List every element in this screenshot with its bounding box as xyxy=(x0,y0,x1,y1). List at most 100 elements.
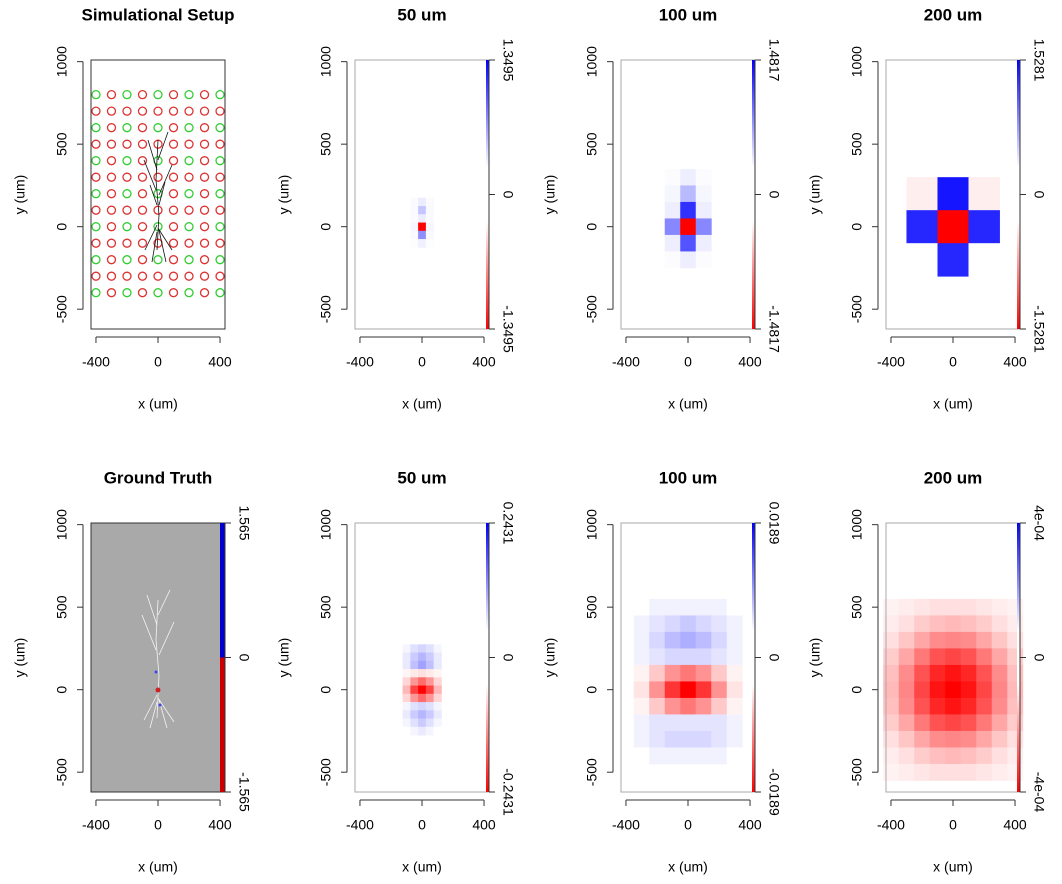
electrode xyxy=(184,222,194,232)
x-axis-label: x (um) xyxy=(138,859,178,875)
y-axis-label: y (um) xyxy=(12,175,28,215)
heat-cell xyxy=(425,702,435,711)
electrode xyxy=(122,139,132,149)
heat-cell xyxy=(649,648,666,666)
heat-cell xyxy=(898,747,915,765)
x-tick-label: 0 xyxy=(684,817,692,833)
x-tick-label: 400 xyxy=(738,817,762,833)
heat-cell xyxy=(945,714,962,732)
y-tick-label: -500 xyxy=(54,758,70,786)
y-tick-label: 1000 xyxy=(849,46,865,77)
heat-cell xyxy=(633,747,650,765)
heat-cell xyxy=(680,251,697,269)
electrode xyxy=(122,172,132,182)
heat-cell xyxy=(649,631,666,649)
y-tick-label: 500 xyxy=(318,132,334,156)
heat-cell xyxy=(960,615,977,633)
heat-cell xyxy=(402,644,411,653)
heat-cell xyxy=(649,664,666,682)
heat-cell xyxy=(633,648,650,666)
panel-title: 50 um xyxy=(397,468,446,487)
electrode xyxy=(168,238,179,248)
electrode xyxy=(137,172,148,182)
heat-cell xyxy=(664,664,681,682)
y-axis-label: y (um) xyxy=(542,638,558,678)
heat-cell xyxy=(991,648,1008,666)
heat-cell xyxy=(402,677,411,686)
heat-cell xyxy=(929,664,946,682)
y-tick-label: 1000 xyxy=(584,46,600,77)
heat-cell xyxy=(433,677,442,686)
electrode xyxy=(215,90,225,100)
heat-cell xyxy=(883,747,900,765)
heat-cell xyxy=(711,697,728,715)
electrode xyxy=(184,172,194,182)
y-axis-label: y (um) xyxy=(807,638,823,678)
electrode xyxy=(153,255,163,265)
heat-cell xyxy=(410,685,419,695)
heat-cell xyxy=(991,631,1008,649)
electrode xyxy=(168,123,179,133)
x-tick-label: -400 xyxy=(82,817,110,833)
electrode xyxy=(106,123,117,133)
panel-title: Simulational Setup xyxy=(81,5,234,24)
heat-cell xyxy=(929,631,946,649)
colorbar-tick-label: 1.565 xyxy=(236,505,252,540)
heat-cell xyxy=(680,730,697,748)
electrode xyxy=(153,288,163,298)
plot-frame xyxy=(354,59,490,330)
heat-cell xyxy=(410,718,419,728)
heat-cell xyxy=(418,726,427,736)
electrode xyxy=(106,90,117,100)
heat-cell xyxy=(929,714,946,732)
heat-cell xyxy=(425,677,435,686)
heat-cell xyxy=(726,730,743,748)
heat-cell xyxy=(664,714,681,732)
heat-cell xyxy=(425,214,435,223)
heat-cell xyxy=(968,177,1000,211)
y-tick-label: -500 xyxy=(584,758,600,786)
heat-cell xyxy=(711,648,728,666)
colorbar xyxy=(486,523,489,792)
heat-cell xyxy=(680,747,697,765)
x-tick-label: 0 xyxy=(949,817,957,833)
heat-cell xyxy=(960,697,977,715)
electrode xyxy=(168,255,179,265)
heat-cell xyxy=(726,631,743,649)
heat-cell xyxy=(433,726,442,736)
heat-cell xyxy=(945,648,962,666)
heat-cell xyxy=(425,685,435,695)
heat-cell xyxy=(726,615,743,633)
colorbar-tick-label: -1.565 xyxy=(236,772,252,812)
heat-cell xyxy=(680,201,697,219)
heat-cell xyxy=(929,598,946,616)
heat-cell xyxy=(711,615,728,633)
heat-cell xyxy=(711,714,728,732)
heat-cell xyxy=(680,648,697,666)
heat-cell xyxy=(898,615,915,633)
heat-cell xyxy=(664,185,681,203)
electrode xyxy=(199,90,210,100)
electrode xyxy=(199,106,210,116)
heat-cell xyxy=(425,197,435,207)
heat-cell xyxy=(402,718,411,728)
colorbar-tick-label: -4e-04 xyxy=(1031,772,1047,813)
electrode xyxy=(168,156,179,166)
x-tick-label: 0 xyxy=(154,354,162,370)
heat-cell xyxy=(425,206,435,215)
heat-cell xyxy=(914,714,931,732)
heat-cell xyxy=(425,693,435,703)
electrode xyxy=(137,255,148,265)
heat-cell xyxy=(968,243,1000,277)
heat-cell xyxy=(976,648,993,666)
x-axis-label: x (um) xyxy=(933,859,973,875)
x-tick-label: 400 xyxy=(208,817,232,833)
colorbar-tick-label: 0 xyxy=(236,654,252,662)
electrode xyxy=(184,90,194,100)
heat-cell xyxy=(633,615,650,633)
electrode xyxy=(168,139,179,149)
electrode xyxy=(199,238,210,248)
colorbar-tick-label: -1.5281 xyxy=(1031,305,1047,353)
heat-cell xyxy=(680,681,697,699)
heat-cell xyxy=(929,747,946,765)
